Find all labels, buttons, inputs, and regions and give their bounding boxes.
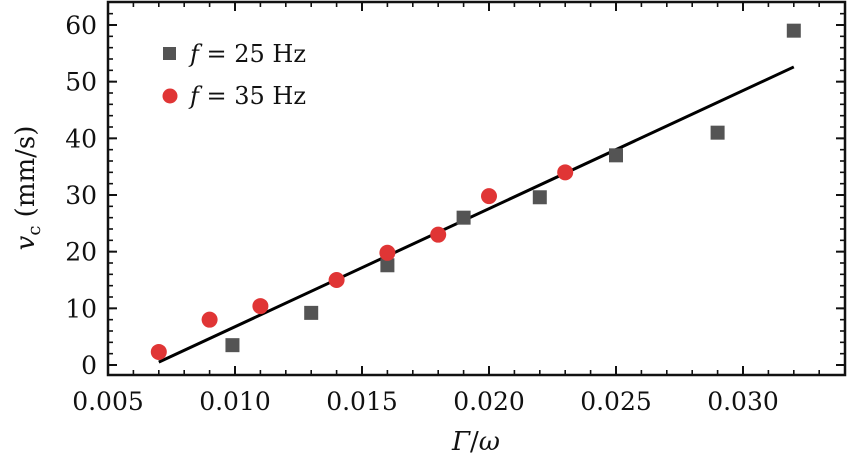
y-tick-label: 20 [65, 238, 97, 267]
circle-marker-35hz [379, 244, 396, 261]
circle-marker-35hz [201, 311, 218, 328]
square-marker-25hz [304, 305, 319, 320]
legend-circle-marker [162, 88, 178, 104]
circle-marker-35hz [557, 164, 574, 181]
circle-marker-35hz [252, 298, 269, 315]
square-marker-25hz [786, 23, 801, 38]
x-tick-label: 0.010 [199, 387, 271, 416]
square-marker-25hz [225, 338, 240, 353]
fit-line [158, 65, 795, 364]
x-tick-label: 0.030 [707, 387, 779, 416]
y-tick-label: 50 [65, 68, 97, 97]
x-tick-labels: 0.005 0.010 0.015 0.020 0.025 0.030 [72, 387, 779, 416]
square-marker-25hz [380, 258, 395, 273]
legend: f = 25 Hz f = 35 Hz [162, 40, 306, 110]
plot-frame [106, 0, 847, 377]
y-tick-label: 60 [65, 11, 97, 40]
x-tick-label: 0.005 [72, 387, 144, 416]
data-markers [150, 23, 801, 360]
circle-marker-35hz [481, 188, 497, 205]
circle-marker-35hz [430, 226, 447, 243]
y-tick-label: 40 [65, 124, 97, 153]
square-marker-25hz [456, 210, 471, 225]
circle-marker-35hz [328, 272, 345, 288]
square-marker-25hz [609, 148, 623, 163]
y-tick-labels: 0 10 20 30 40 50 60 [65, 11, 97, 380]
legend-label-35hz: f = 35 Hz [188, 82, 306, 110]
y-tick-label: 30 [65, 181, 97, 210]
square-marker-25hz [532, 190, 547, 205]
legend-label-25hz: f = 25 Hz [188, 40, 306, 68]
y-tick-label: 0 [81, 351, 97, 380]
y-axis-title: vc (mm/s) [11, 126, 45, 251]
x-tick-label: 0.025 [580, 387, 652, 416]
legend-square-marker [163, 47, 176, 60]
x-tick-label: 0.015 [326, 387, 398, 416]
y-tick-label: 10 [65, 294, 97, 323]
circle-marker-35hz [150, 343, 167, 360]
square-marker-25hz [710, 125, 725, 140]
x-axis-title: Γ/ω [451, 427, 500, 457]
linear-fit-line [158, 65, 795, 364]
x-tick-label: 0.020 [453, 387, 525, 416]
